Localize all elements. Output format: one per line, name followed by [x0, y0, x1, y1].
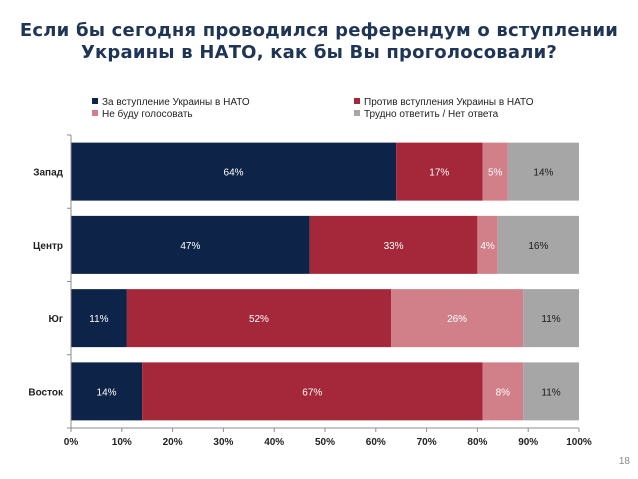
x-tick-label: 80% [467, 437, 487, 448]
legend-swatch-not-voting [92, 110, 98, 116]
bar-segment-Запад-1 [71, 142, 397, 201]
legend-swatch-against [354, 98, 360, 104]
legend-swatch-for [92, 98, 98, 104]
data-label: 14% [97, 387, 117, 398]
x-tick-label: 0% [64, 437, 79, 448]
x-tick-label: 70% [417, 437, 437, 448]
bar-segment-Юг-3 [391, 289, 524, 348]
legend-swatch-hard-to-say [354, 110, 360, 116]
category-label: Запад [33, 168, 63, 179]
bar-segment-Запад-4 [507, 142, 579, 201]
legend-item-for: За вступление Украины в НАТО [92, 97, 250, 109]
category-label: Центр [33, 241, 63, 252]
bar-segment-Центр-1 [71, 215, 310, 274]
x-tick-label: 100% [566, 437, 592, 448]
x-tick-label: 40% [264, 437, 284, 448]
legend-label-for: За вступление Украины в НАТО [102, 97, 250, 108]
data-label: 47% [180, 241, 200, 252]
data-label: 4% [480, 241, 495, 252]
bar-segment-Восток-1 [71, 362, 143, 421]
data-label: 16% [528, 241, 548, 252]
data-label: 11% [541, 387, 560, 398]
data-label: 5% [488, 168, 503, 179]
category-label: Юг [49, 314, 63, 325]
legend-item-against: Против вступления Украины в НАТО [354, 97, 533, 109]
data-label: 67% [302, 387, 322, 398]
bar-segment-Центр-4 [497, 215, 579, 274]
bar-segment-Восток-3 [482, 362, 524, 421]
legend-item-hard-to-say: Трудно ответить / Нет ответа [354, 109, 498, 121]
bar-segment-Запад-3 [482, 142, 508, 201]
bar-segment-Юг-4 [523, 289, 579, 348]
data-label: 14% [533, 168, 553, 179]
legend-item-not-voting: Не буду голосовать [92, 109, 193, 121]
data-label: 64% [224, 168, 244, 179]
x-tick-label: 20% [163, 437, 183, 448]
data-label: 11% [89, 314, 108, 325]
bar-segment-Запад-2 [396, 142, 483, 201]
bar-segment-Восток-4 [523, 362, 579, 421]
bar-segment-Центр-3 [477, 215, 498, 274]
x-tick-label: 90% [518, 437, 538, 448]
chart-title-line-1: Если бы сегодня проводился референдум о … [19, 20, 619, 41]
bar-segment-Юг-2 [126, 289, 392, 348]
legend-label-against: Против вступления Украины в НАТО [364, 97, 534, 108]
data-label: 52% [249, 314, 269, 325]
data-label: 8% [496, 387, 511, 398]
bar-segment-Восток-2 [142, 362, 483, 421]
x-tick-label: 10% [112, 437, 132, 448]
data-label: 26% [447, 314, 467, 325]
chart-title-line-2: Украины в НАТО, как бы Вы проголосовали? [80, 42, 558, 63]
data-label: 33% [384, 241, 404, 252]
data-label: 11% [541, 314, 560, 325]
x-tick-label: 50% [315, 437, 335, 448]
bar-segment-Юг-1 [71, 289, 127, 348]
x-tick-label: 30% [213, 437, 233, 448]
page-number: 18 [618, 456, 630, 467]
x-tick-label: 60% [366, 437, 386, 448]
chart-title: Если бы сегодня проводился референдум о … [0, 20, 638, 64]
category-label: Восток [28, 387, 64, 398]
legend-label-hard-to-say: Трудно ответить / Нет ответа [364, 109, 499, 120]
bar-segment-Центр-2 [309, 215, 478, 274]
data-label: 17% [429, 168, 449, 179]
legend-label-not-voting: Не буду голосовать [102, 109, 193, 120]
